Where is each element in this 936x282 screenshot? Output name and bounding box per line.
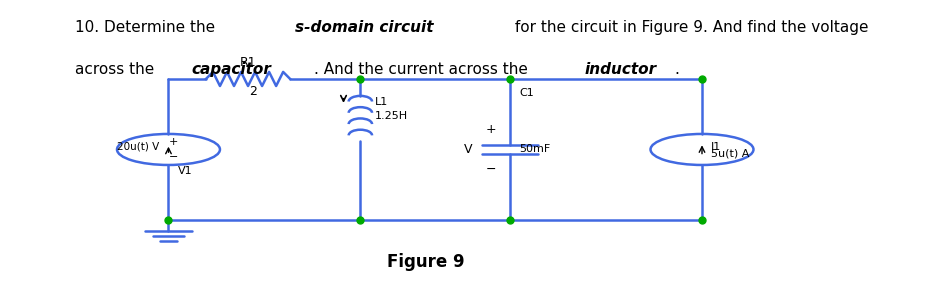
Text: . And the current across the: . And the current across the [314, 62, 533, 77]
Text: C1: C1 [519, 88, 534, 98]
Text: for the circuit in Figure 9. And find the voltage: for the circuit in Figure 9. And find th… [510, 20, 869, 35]
Text: L1: L1 [374, 96, 388, 107]
Text: 2: 2 [249, 85, 256, 98]
Text: V1: V1 [178, 166, 193, 176]
Text: .: . [674, 62, 679, 77]
Text: across the: across the [75, 62, 159, 77]
Text: −: − [168, 151, 178, 162]
Text: 1.25H: 1.25H [374, 111, 407, 121]
Text: I1: I1 [711, 142, 722, 152]
Text: 10. Determine the: 10. Determine the [75, 20, 220, 35]
Text: R1: R1 [240, 56, 256, 69]
Text: inductor: inductor [585, 62, 657, 77]
Text: 20u(t) V: 20u(t) V [117, 142, 159, 152]
Text: s-domain circuit: s-domain circuit [295, 20, 433, 35]
Text: Figure 9: Figure 9 [388, 253, 464, 271]
Text: 5u(t) A: 5u(t) A [711, 149, 750, 159]
Text: +: + [168, 137, 178, 147]
Text: −: − [486, 163, 497, 176]
Text: +: + [486, 123, 497, 136]
Text: capacitor: capacitor [192, 62, 271, 77]
Text: 50mF: 50mF [519, 144, 550, 155]
Text: V: V [464, 143, 473, 156]
